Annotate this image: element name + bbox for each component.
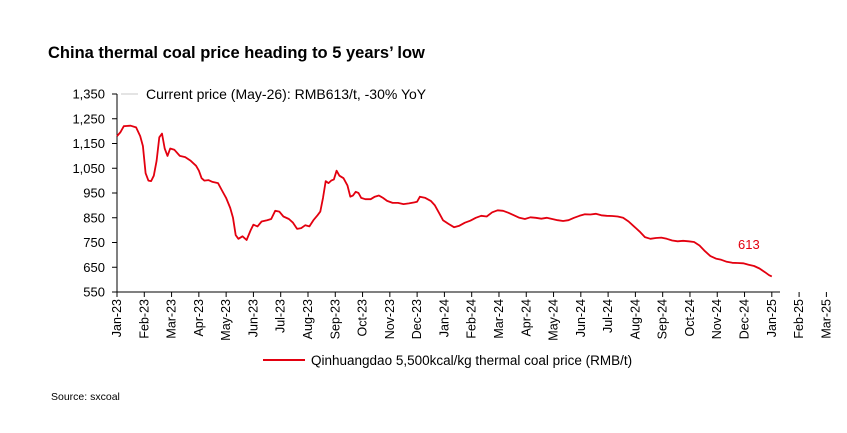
x-tick-label: Feb-24 xyxy=(465,299,479,339)
x-tick-label: Oct-24 xyxy=(683,299,697,337)
end-value-label: 613 xyxy=(738,237,760,252)
y-tick-label: 950 xyxy=(83,186,105,201)
x-tick-label: Mar-24 xyxy=(492,299,506,339)
x-tick-label: Dec-23 xyxy=(410,299,424,339)
x-tick-label: Aug-24 xyxy=(628,299,642,339)
x-tick-label: Jan-24 xyxy=(437,299,451,337)
chart-title: China thermal coal price heading to 5 ye… xyxy=(48,44,425,62)
legend: Qinhuangdao 5,500kcal/kg thermal coal pr… xyxy=(263,353,632,368)
annotation-background xyxy=(138,85,448,104)
y-tick-label: 650 xyxy=(83,260,105,275)
y-tick-label: 1,350 xyxy=(72,87,105,102)
current-price-annotation: Current price (May-26): RMB613/t, -30% Y… xyxy=(146,86,427,102)
x-tick-label: Nov-24 xyxy=(710,299,724,339)
x-tick-label: Apr-24 xyxy=(519,299,533,337)
series-layer xyxy=(116,124,773,278)
x-tick-label: Jul-24 xyxy=(601,299,615,333)
x-tick-label: Oct-23 xyxy=(356,299,370,337)
y-tick-label: 750 xyxy=(83,235,105,250)
x-tick-label: Jun-23 xyxy=(246,299,260,337)
y-tick-label: 850 xyxy=(83,210,105,225)
y-tick-label: 550 xyxy=(83,285,105,300)
legend-label: Qinhuangdao 5,500kcal/kg thermal coal pr… xyxy=(311,353,632,368)
x-tick-label: Mar-25 xyxy=(819,299,833,339)
annotation-group: Current price (May-26): RMB613/t, -30% Y… xyxy=(121,85,448,104)
x-tick-label: May-24 xyxy=(547,299,561,341)
x-tick-label: Feb-23 xyxy=(137,299,151,339)
x-tick-label: Nov-23 xyxy=(383,299,397,339)
x-axis: Jan-23 Feb-23 Mar-23 Apr-23 May-23 Jun-23 Jul-… xyxy=(110,291,847,341)
x-tick-label: Jan-25 xyxy=(765,299,779,337)
y-tick-label: 1,250 xyxy=(72,111,105,126)
series-line-qinhuangdao-coal-price xyxy=(116,124,773,278)
source-note: Source: sxcoal xyxy=(51,391,120,403)
x-tick-label: Dec-24 xyxy=(738,299,752,339)
x-tick-label: May-23 xyxy=(219,299,233,341)
x-tick-label: Sep-24 xyxy=(656,299,670,339)
x-tick-label: Jun-24 xyxy=(574,299,588,337)
x-tick-label: Jul-23 xyxy=(274,299,288,333)
x-tick-label: Feb-25 xyxy=(792,299,806,339)
y-axis: 550 650 750 850 950 1,050 1,150 1,250 1,350 xyxy=(72,87,118,300)
x-tick-label: Aug-23 xyxy=(301,299,315,339)
x-tick-label: Mar-23 xyxy=(165,299,179,339)
y-tick-label: 1,050 xyxy=(72,161,105,176)
x-tick-label: Jan-23 xyxy=(110,299,124,337)
x-tick-label: Sep-23 xyxy=(328,299,342,339)
y-tick-label: 1,150 xyxy=(72,136,105,151)
x-tick-label: Apr-23 xyxy=(192,299,206,337)
